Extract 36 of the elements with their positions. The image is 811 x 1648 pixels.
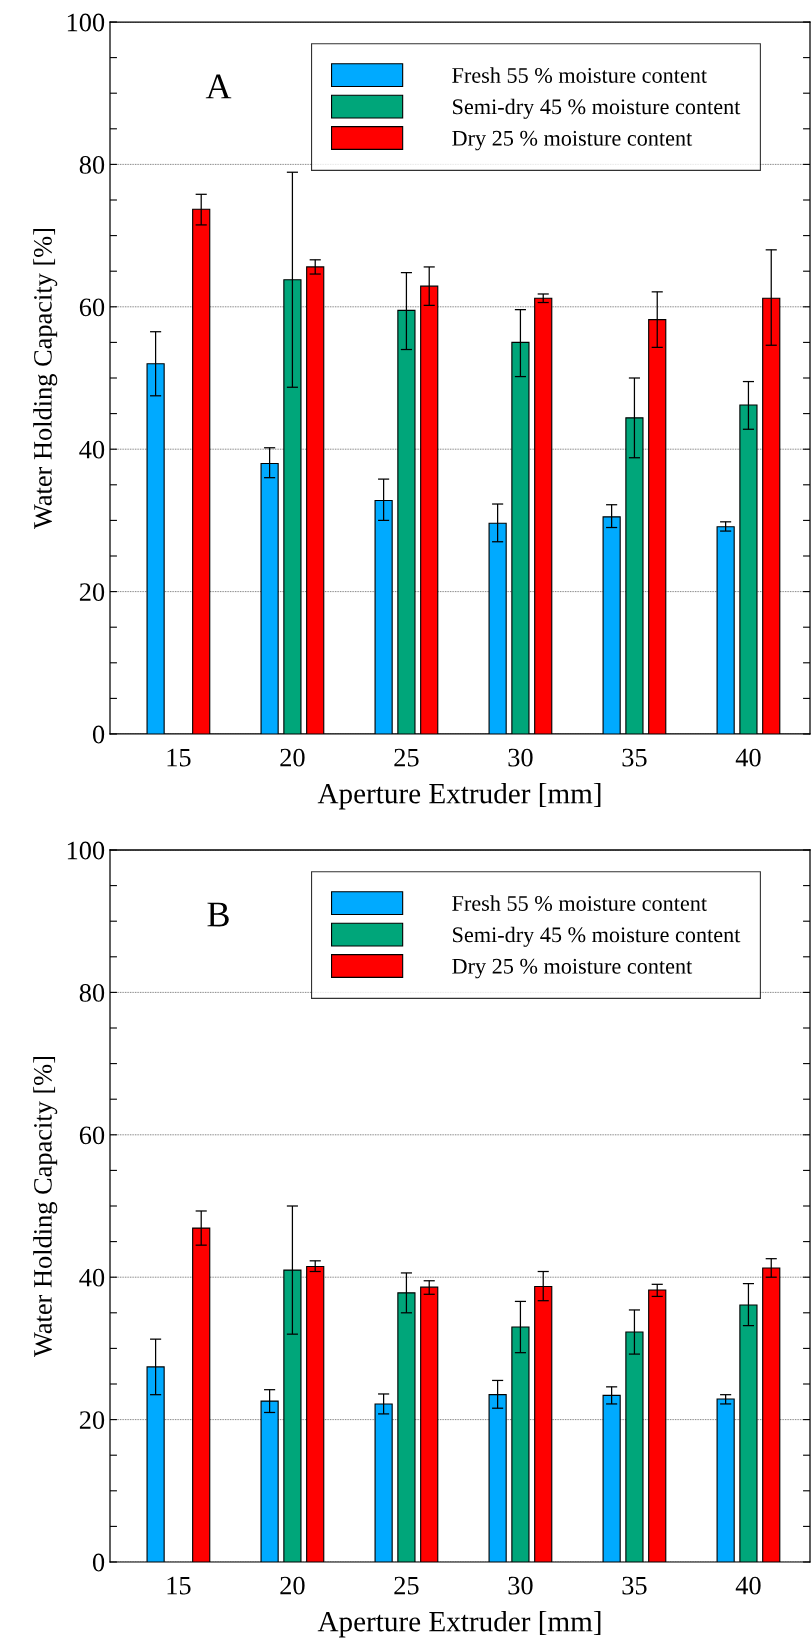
y-tick-label: 20 xyxy=(79,1411,105,1430)
legend-label: Dry 25 % moisture content xyxy=(452,130,693,151)
y-tick-label: 60 xyxy=(79,1126,105,1145)
x-tick-label: 20 xyxy=(280,1576,305,1595)
y-tick-label: 0 xyxy=(92,1553,105,1572)
legend-label: Semi-dry 45 % moisture content xyxy=(453,98,741,119)
y-tick-label: 80 xyxy=(79,156,105,174)
y-axis-title: Water Holding Capacity [%] xyxy=(33,228,58,529)
y-tick-label: 40 xyxy=(79,1268,105,1287)
x-tick-label: 30 xyxy=(508,1576,533,1595)
y-tick-label: 40 xyxy=(79,440,105,459)
x-axis-title: Aperture Extruder [mm] xyxy=(317,1610,601,1638)
x-tick-label: 35 xyxy=(622,1576,647,1595)
y-tick-label: 60 xyxy=(79,298,105,317)
x-tick-label: 35 xyxy=(622,748,647,767)
y-tick-label: 80 xyxy=(79,984,105,1002)
x-tick-label: 20 xyxy=(280,748,305,767)
legend-label: Dry 25 % moisture content xyxy=(452,958,693,979)
text: B xyxy=(207,902,229,927)
x-tick-label: 40 xyxy=(735,748,761,767)
x-axis-title: Aperture Extruder [mm] xyxy=(317,782,601,810)
x-tick-label: 15 xyxy=(167,1576,191,1595)
legend-label: Fresh 55 % moisture content xyxy=(452,895,707,911)
x-tick-label: 40 xyxy=(735,1576,761,1595)
legend-label: Fresh 55 % moisture content xyxy=(452,67,707,83)
y-tick-label: 100 xyxy=(67,841,105,860)
y-tick-label: 20 xyxy=(79,583,105,602)
y-tick-label: 100 xyxy=(67,13,105,32)
y-axis-title: Water Holding Capacity [%] xyxy=(33,1056,58,1357)
x-tick-label: 15 xyxy=(167,748,191,767)
x-tick-label: 25 xyxy=(394,1576,419,1595)
text: A xyxy=(205,74,232,99)
y-tick-label: 0 xyxy=(92,725,105,744)
x-tick-label: 25 xyxy=(394,748,419,767)
x-tick-label: 30 xyxy=(508,748,533,767)
legend-label: Semi-dry 45 % moisture content xyxy=(453,926,741,947)
